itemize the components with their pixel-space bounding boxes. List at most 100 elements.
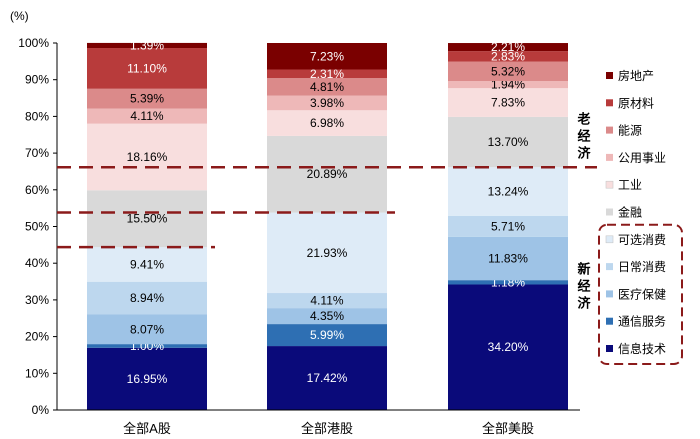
bar-segment <box>267 69 387 79</box>
bar-segment <box>267 135 387 213</box>
bar-segment <box>87 344 207 348</box>
bar-segment <box>448 43 568 52</box>
data-label: 11.10% <box>127 61 167 75</box>
data-label: 34.20% <box>488 340 529 354</box>
y-tick-label: 80% <box>25 109 49 123</box>
legend-swatch <box>606 208 613 216</box>
bar-stack: 16.95%1.00%8.07%8.94%9.41%15.50%18.16%4.… <box>87 38 207 410</box>
legend-label: 房地产 <box>618 68 654 83</box>
data-label: 11.83% <box>488 251 528 265</box>
bar-segment <box>87 108 207 124</box>
legend-label: 原材料 <box>618 96 654 110</box>
data-label: 2.83% <box>491 49 525 63</box>
bar-segment <box>448 280 568 285</box>
data-label: 1.94% <box>491 78 525 92</box>
data-label: 5.99% <box>310 328 344 342</box>
bar-segment <box>448 167 568 216</box>
economy-group-label: 老经济 <box>576 111 591 160</box>
data-label: 5.71% <box>491 219 525 233</box>
legend-label: 工业 <box>618 178 642 192</box>
legend-swatch <box>606 72 613 79</box>
legend-item: 原材料 <box>606 96 654 110</box>
legend-swatch <box>605 235 614 244</box>
bar-segment <box>448 284 568 410</box>
legend-item: 公用事业 <box>606 151 666 165</box>
legend-label: 公用事业 <box>618 151 666 165</box>
data-label: 4.11% <box>310 294 343 308</box>
data-label: 5.39% <box>130 92 164 106</box>
data-label: 7.83% <box>491 96 525 110</box>
data-label: 21.93% <box>307 246 348 260</box>
legend-swatch <box>606 153 613 161</box>
legend-label: 可选消费 <box>618 233 666 247</box>
data-label: 5.32% <box>491 64 525 78</box>
legend-item: 房地产 <box>606 68 654 83</box>
legend-swatch <box>606 345 613 352</box>
data-label: 2.21% <box>491 40 525 54</box>
data-label: 8.07% <box>130 322 164 336</box>
legend-item: 可选消费 <box>605 233 666 247</box>
y-tick-label: 70% <box>25 146 49 160</box>
bar-segment <box>448 61 568 82</box>
legend-item: 能源 <box>606 124 642 138</box>
economy-group-label: 新经济 <box>577 261 591 310</box>
data-label: 3.98% <box>310 96 344 110</box>
data-label: 13.24% <box>488 184 529 198</box>
data-label: 1.39% <box>130 38 164 52</box>
data-label: 15.50% <box>127 212 168 226</box>
x-axis: 全部A股 全部港股 全部美股 <box>57 409 580 436</box>
bar-stack: 17.42% 5.99% 4.35%4.11% 21.93% 20.89% 6.98% 3.… <box>267 43 387 410</box>
x-tick-label: 全部美股 <box>482 421 534 436</box>
bar-segment <box>87 190 207 248</box>
y-axis-label: (%) <box>10 9 29 23</box>
y-axis: 0% 10% 20% 30% 40% 50% 60% 70% 80% 90% 100% <box>18 36 58 417</box>
legend-label: 日常消费 <box>618 260 666 274</box>
bar-segment <box>267 110 387 136</box>
legend-swatch <box>605 180 614 189</box>
legend-swatch <box>606 99 613 107</box>
data-label: 16.95% <box>127 372 168 386</box>
legend-swatch <box>606 263 613 271</box>
bar-segment <box>448 236 568 281</box>
x-tick-label: 全部港股 <box>301 421 353 436</box>
bar-segment <box>267 43 387 70</box>
bars-group: 16.95%1.00%8.07%8.94%9.41%15.50%18.16%4.… <box>87 38 568 410</box>
legend-label: 医疗保健 <box>618 287 666 301</box>
data-label: 4.35% <box>310 309 344 323</box>
bar-segment <box>267 293 387 309</box>
legend-label: 信息技术 <box>618 341 666 356</box>
bar-segment <box>87 247 207 282</box>
data-label: 20.89% <box>307 167 348 181</box>
new-economy-box <box>598 223 683 365</box>
data-label: 18.16% <box>127 150 168 164</box>
bar-segment <box>87 123 207 191</box>
legend-item: 金融 <box>606 205 642 220</box>
legend-item: 信息技术 <box>606 341 666 356</box>
legend-swatch <box>606 317 613 325</box>
y-tick-label: 20% <box>25 330 49 344</box>
bar-segment <box>267 324 387 347</box>
data-label: 6.98% <box>310 116 344 130</box>
data-label: 9.41% <box>130 257 164 271</box>
bar-segment <box>448 51 568 62</box>
y-tick-label: 50% <box>25 220 49 234</box>
bar-segment <box>87 314 207 345</box>
bar-segment <box>448 81 568 89</box>
legend-swatch <box>606 290 613 298</box>
bar-segment <box>87 88 207 109</box>
y-tick-label: 30% <box>25 293 49 307</box>
bar-segment <box>448 215 568 237</box>
y-tick-label: 100% <box>18 36 49 50</box>
y-tick-label: 10% <box>25 366 49 380</box>
y-tick-label: 90% <box>25 73 49 87</box>
y-tick-label: 0% <box>32 403 50 417</box>
bar-segment <box>267 308 387 325</box>
legend-label: 能源 <box>618 124 642 138</box>
legend-item: 医疗保健 <box>606 287 666 301</box>
data-label: 2.31% <box>310 67 344 81</box>
bar-segment <box>267 346 387 410</box>
bar-segment <box>448 88 568 117</box>
legend-item: 工业 <box>605 178 642 192</box>
